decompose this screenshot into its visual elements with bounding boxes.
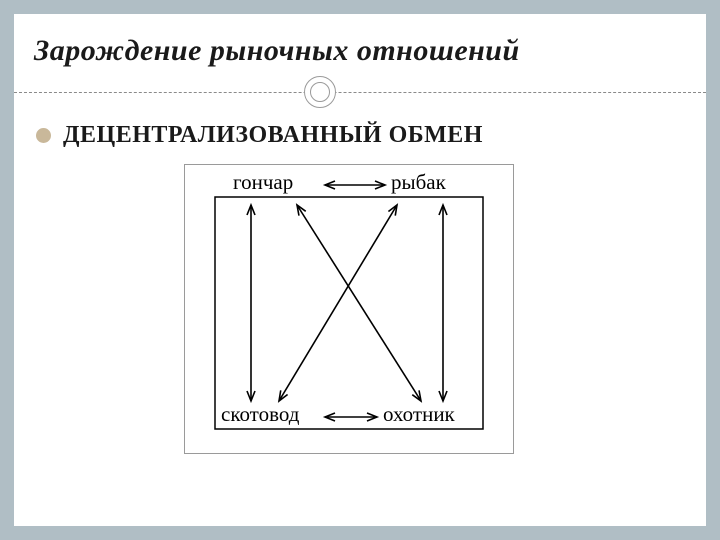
diagram-container: гончар рыбак скотовод охотник [184, 164, 514, 454]
subtitle-row: ДЕЦЕНТРАЛИЗОВАННЫЙ ОБМЕН [36, 122, 483, 149]
node-hunter: охотник [383, 402, 456, 426]
subtitle-text: ДЕЦЕНТРАЛИЗОВАННЫЙ ОБМЕН [63, 122, 483, 149]
node-potter: гончар [233, 170, 293, 194]
bullet-icon [36, 128, 51, 143]
slide: Зарождение рыночных отношений ДЕЦЕНТРАЛИ… [14, 14, 706, 526]
divider-line [14, 92, 706, 93]
node-fisher: рыбак [391, 170, 447, 194]
slide-title: Зарождение рыночных отношений [34, 34, 520, 68]
exchange-diagram: гончар рыбак скотовод охотник [185, 165, 515, 455]
divider-ornament [304, 76, 336, 108]
node-herder: скотовод [221, 402, 300, 426]
